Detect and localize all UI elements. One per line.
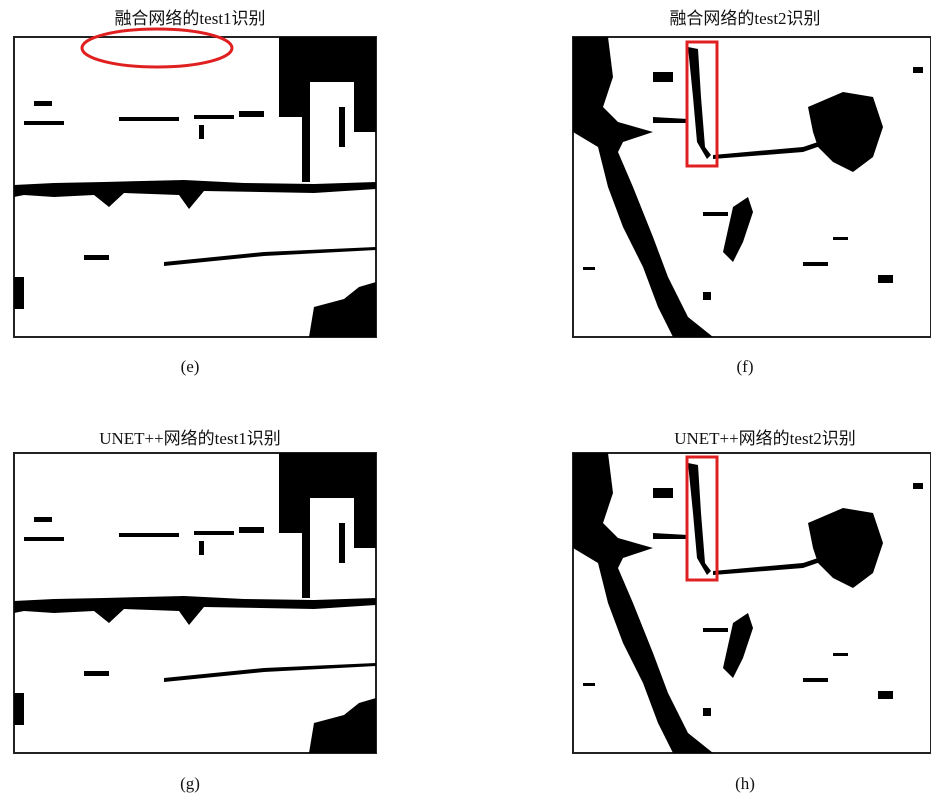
panel-title: 融合网络的test1识别 [114, 9, 265, 28]
panel-caption: (g) [180, 774, 200, 793]
panel-caption: (e) [181, 357, 200, 376]
segmentation-image [573, 453, 931, 753]
panel-caption: (h) [735, 774, 755, 793]
segmentation-image [573, 37, 931, 337]
segmentation-image [14, 37, 376, 337]
segmentation-image [14, 453, 376, 753]
panel-title: UNET++网络的test2识别 [674, 429, 856, 448]
figure: 融合网络的test1识别 融合网络的test2识别 UNET++网络的test1… [0, 0, 931, 803]
panel-title: 融合网络的test2识别 [669, 9, 820, 28]
panel-caption: (f) [737, 357, 754, 376]
panel-title: UNET++网络的test1识别 [99, 429, 281, 448]
